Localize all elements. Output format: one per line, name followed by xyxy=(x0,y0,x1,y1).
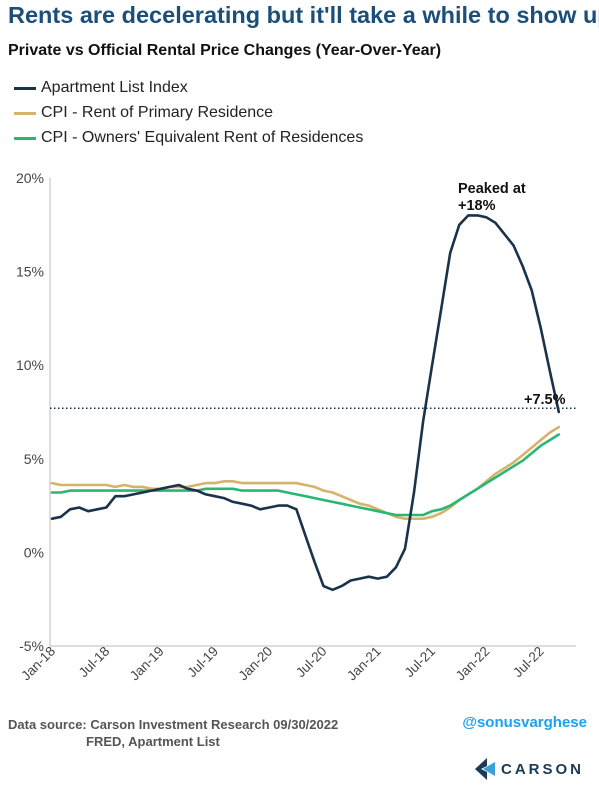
data-source-text-line2: FRED, Apartment List xyxy=(86,734,220,749)
y-tick-label: 0% xyxy=(24,544,44,560)
y-tick-label: 15% xyxy=(16,264,44,280)
x-tick-label: Jul-19 xyxy=(184,644,221,681)
series-line-apartment-list xyxy=(50,214,561,592)
latest-value-annotation: +7.5% xyxy=(524,392,566,408)
y-axis: 20% 15% 10% 5% 0% -5% xyxy=(16,170,44,654)
series-line-cpi-oer xyxy=(50,433,561,517)
legend-label-cpi-oer: CPI - Owners' Equivalent Rent of Residen… xyxy=(41,129,364,146)
peak-annotation-line1: Peaked at xyxy=(458,181,526,197)
x-tick-label: Jan-21 xyxy=(344,644,384,684)
legend-swatch-apartment-list xyxy=(14,86,36,90)
series-lines xyxy=(50,214,561,592)
carson-logo: CARSON xyxy=(475,758,584,780)
legend-label-cpi-rent: CPI - Rent of Primary Residence xyxy=(41,104,274,121)
x-tick-label: Jul-20 xyxy=(293,644,330,681)
legend-swatch-cpi-rent xyxy=(14,111,36,115)
legend-label-apartment-list: Apartment List Index xyxy=(41,79,188,96)
series-line-cpi-rent xyxy=(50,425,561,521)
x-tick-label: Jul-21 xyxy=(402,644,439,681)
legend-item-apartment-list: Apartment List Index xyxy=(14,76,363,100)
legend-item-cpi-oer: CPI - Owners' Equivalent Rent of Residen… xyxy=(14,126,363,150)
data-source-text: Data source: Carson Investment Research … xyxy=(8,717,339,732)
twitter-handle-link[interactable]: @sonusvarghese xyxy=(462,714,587,731)
chart-subtitle: Private vs Official Rental Price Changes… xyxy=(8,42,442,59)
carson-logo-icon xyxy=(475,758,495,780)
y-tick-label: -5% xyxy=(19,638,44,654)
carson-logo-text: CARSON xyxy=(501,760,585,778)
y-tick-label: 10% xyxy=(16,357,44,373)
legend: Apartment List Index CPI - Rent of Prima… xyxy=(14,76,363,151)
x-tick-label: Jan-20 xyxy=(236,644,276,684)
legend-item-cpi-rent: CPI - Rent of Primary Residence xyxy=(14,101,363,125)
x-tick-label: Jan-22 xyxy=(453,644,493,684)
y-tick-label: 5% xyxy=(24,451,44,467)
chart-title: Rents are decelerating but it'll take a … xyxy=(8,2,599,28)
x-tick-label: Jan-19 xyxy=(127,644,167,684)
x-tick-label: Jul-18 xyxy=(76,644,113,681)
x-axis: Jan-18 Jul-18 Jan-19 Jul-19 Jan-20 Jul-20 Jan-… xyxy=(18,644,546,684)
peak-annotation-line2: +18% xyxy=(458,198,496,214)
x-tick-label: Jul-22 xyxy=(510,644,547,681)
y-tick-label: 20% xyxy=(16,170,44,186)
legend-swatch-cpi-oer xyxy=(14,136,36,140)
